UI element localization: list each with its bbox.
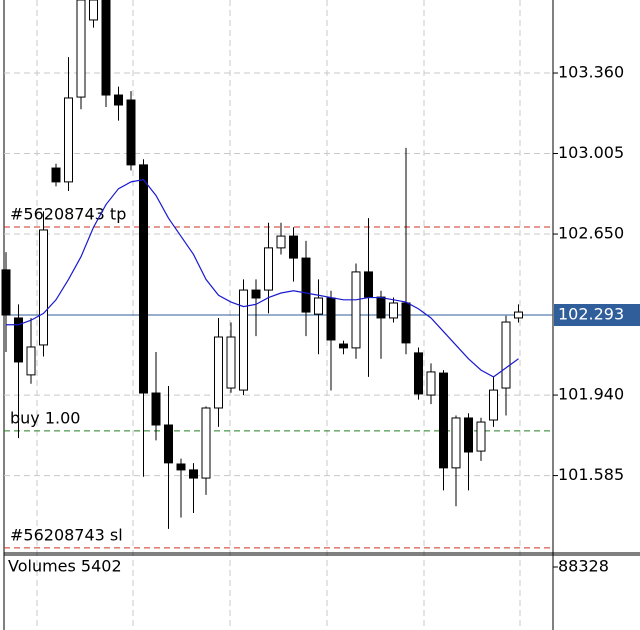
order-label: #56208743 sl — [10, 525, 123, 544]
y-tick-label: 101.585 — [558, 465, 624, 484]
order-label: #56208743 tp — [10, 205, 126, 224]
candle-body — [301, 257, 311, 313]
candle-body — [226, 336, 236, 389]
candle-body — [176, 463, 186, 471]
candle-body — [239, 289, 248, 391]
candle-body — [114, 94, 123, 106]
y-tick-label: 101.940 — [558, 385, 624, 404]
candle-body — [339, 343, 348, 349]
candle-body — [189, 469, 198, 479]
candle-body — [326, 297, 336, 341]
candle-body — [489, 389, 498, 421]
y-tick-label: 103.360 — [558, 63, 624, 82]
candle-body — [139, 164, 148, 394]
candle-body — [501, 321, 511, 389]
candle-body — [451, 417, 461, 469]
candle-body — [101, 0, 111, 96]
candle-body — [251, 289, 261, 299]
current-price-box — [554, 304, 640, 327]
y-tick-label: 88328 — [558, 557, 609, 576]
candle-body — [39, 229, 48, 346]
y-tick-label: 103.005 — [558, 143, 624, 162]
candle-body — [514, 311, 523, 319]
candle-body — [76, 0, 86, 98]
current-price-label: 102.293 — [558, 305, 624, 324]
candle-body — [51, 167, 61, 183]
candle-body — [151, 392, 161, 426]
candle-body — [414, 352, 423, 395]
candle-body — [276, 235, 286, 249]
candle-body — [364, 271, 373, 298]
moving-average — [6, 178, 519, 378]
candle-body — [476, 421, 486, 452]
candle-body — [351, 271, 361, 349]
candle-body — [389, 302, 398, 319]
candle-body — [164, 424, 173, 464]
candle-body — [14, 317, 23, 363]
candle-body — [439, 372, 448, 469]
order-label: buy 1.00 — [10, 408, 80, 427]
candle-body — [426, 371, 436, 396]
candle-body — [264, 247, 273, 291]
candle-body — [289, 235, 298, 259]
candle-body — [201, 407, 211, 479]
volume-title: Volumes 5402 — [8, 557, 122, 576]
candle-body — [214, 336, 223, 409]
candle-body — [314, 297, 323, 315]
candle-body — [401, 302, 411, 344]
candle-body — [376, 296, 386, 319]
y-tick-label: 102.650 — [558, 224, 624, 243]
candle-body — [89, 0, 98, 21]
candle-body — [26, 346, 36, 376]
candle-body — [64, 97, 73, 183]
candle-body — [126, 99, 136, 166]
candle-body — [1, 269, 11, 316]
candle-body — [464, 417, 473, 453]
